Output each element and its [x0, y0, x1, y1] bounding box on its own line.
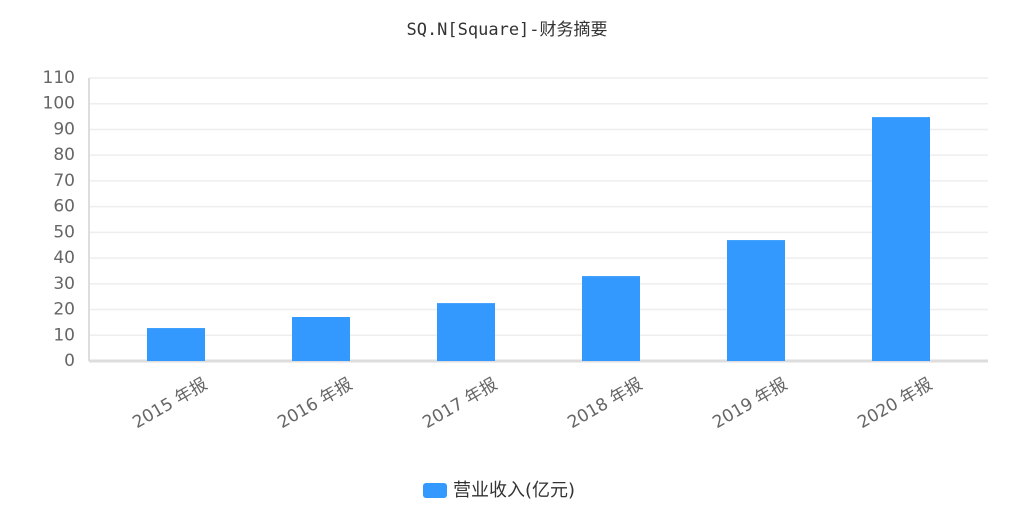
x-tick-label: 2018 年报 [564, 374, 646, 433]
y-tick-label: 60 [53, 197, 75, 217]
legend-swatch [423, 483, 447, 498]
bar [727, 240, 785, 361]
x-tick-label: 2020 年报 [854, 374, 936, 433]
x-tick-label: 2015 年报 [129, 374, 211, 433]
bar [872, 117, 930, 361]
y-tick-label: 20 [53, 300, 75, 320]
y-tick-label: 40 [53, 248, 75, 268]
legend-label: 营业收入(亿元) [453, 480, 575, 501]
bar [582, 276, 640, 361]
y-tick-label: 90 [53, 119, 75, 139]
y-tick-label: 30 [53, 274, 75, 294]
y-tick-label: 10 [53, 325, 75, 345]
y-tick-label: 50 [53, 222, 75, 242]
y-tick-label: 80 [53, 145, 75, 165]
y-tick-label: 110 [43, 68, 75, 88]
bar [292, 317, 350, 361]
y-tick-label: 70 [53, 171, 75, 191]
x-tick-label: 2019 年报 [709, 374, 791, 433]
y-tick-label: 100 [43, 94, 75, 114]
x-tick-label: 2017 年报 [419, 374, 501, 433]
chart-title: SQ.N[Square]-财务摘要 [406, 20, 607, 40]
bar [437, 303, 495, 361]
y-tick-label: 0 [64, 351, 75, 371]
bar [147, 328, 205, 361]
x-tick-label: 2016 年报 [274, 374, 356, 433]
